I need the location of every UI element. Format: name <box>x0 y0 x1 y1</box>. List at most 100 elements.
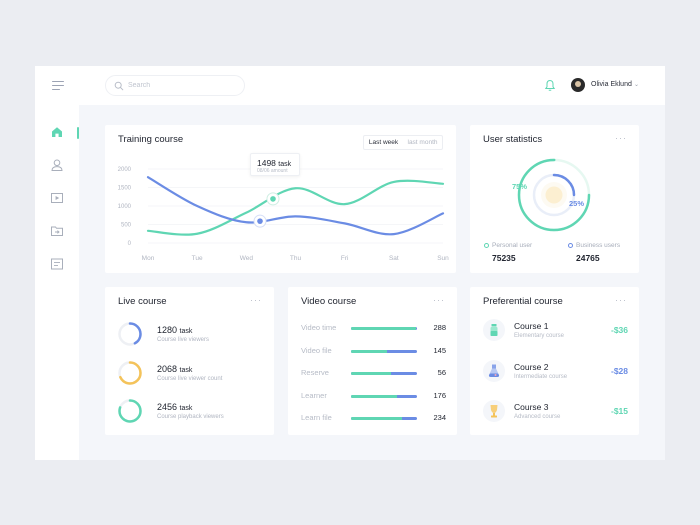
personal-legend-dot <box>484 243 489 248</box>
personal-user-value: 75235 <box>492 253 516 263</box>
course-title: Course 2 <box>514 362 549 372</box>
progress-ring <box>118 399 142 423</box>
period-toggle: Last week last month <box>363 135 443 150</box>
course-level: Advanced course <box>514 414 561 420</box>
bottle-icon <box>490 324 498 336</box>
metric-bar <box>351 417 417 420</box>
more-icon[interactable]: ··· <box>250 295 262 305</box>
secondary-point[interactable] <box>257 218 263 224</box>
task-unit: task <box>179 405 193 412</box>
x-tick-label: Tue <box>192 255 203 262</box>
task-description: Course live viewers <box>157 337 210 343</box>
x-tick-label: Fri <box>341 255 349 262</box>
ring-progress <box>118 399 142 423</box>
document-icon[interactable] <box>50 257 64 271</box>
list-item: Learner 176 <box>301 391 446 401</box>
course-discount: -$28 <box>610 366 628 376</box>
list-item[interactable]: Course 1 Elementary course -$36 <box>483 317 628 343</box>
course-level: Elementary course <box>514 333 565 339</box>
more-icon[interactable]: ··· <box>615 295 627 305</box>
tab-last-month[interactable]: last month <box>407 139 438 146</box>
search-box <box>105 75 245 96</box>
y-tick-label: 0 <box>128 241 132 247</box>
list-item: Video file 145 <box>301 346 446 356</box>
x-tick-label: Sat <box>389 255 399 262</box>
top-bar: Olivia Eklund ⌄ <box>35 66 665 105</box>
outer-ring-arc <box>517 158 591 232</box>
tooltip-value: 1498 <box>257 158 276 168</box>
card-title: Live course <box>118 296 167 307</box>
preferential-course-card: Preferential course ··· Course 1 Element… <box>470 287 639 435</box>
card-title: Preferential course <box>483 296 563 307</box>
business-user-label: Business users <box>576 242 621 249</box>
y-tick-label: 1000 <box>118 204 132 210</box>
list-item: 2456 task Course playback viewers <box>117 398 257 424</box>
progress-ring <box>118 361 142 385</box>
user-icon[interactable] <box>50 158 64 172</box>
metric-value: 145 <box>433 346 446 355</box>
task-description: Course live viewer count <box>157 376 223 382</box>
avatar[interactable] <box>571 78 585 92</box>
course-level: Intermediate course <box>514 374 568 380</box>
y-tick-label: 1500 <box>118 186 132 192</box>
bell-icon[interactable] <box>544 79 556 92</box>
series-line-2 <box>146 176 445 236</box>
metric-label: Video file <box>301 346 332 355</box>
list-item[interactable]: Course 2 Intermediate course -$28 <box>483 358 628 384</box>
course-discount: -$15 <box>610 406 628 416</box>
highlight-point[interactable] <box>270 196 276 202</box>
training-line-chart: 2000 1500 1000 500 0 Mon Tue Wed Thu Fri Sat Sun <box>118 167 450 262</box>
task-count: 2068 <box>157 364 178 374</box>
metric-label: Learn file <box>301 413 332 422</box>
user-name[interactable]: Olivia Eklund <box>591 81 632 88</box>
chevron-down-icon[interactable]: ⌄ <box>634 82 640 88</box>
metric-value: 56 <box>437 368 446 377</box>
task-description: Course playback viewers <box>157 414 224 420</box>
card-title: Training course <box>118 134 184 145</box>
metric-value: 176 <box>433 391 446 400</box>
inner-percent: 25% <box>569 199 585 208</box>
live-course-card: Live course ··· 1280 task Course live vi… <box>105 287 274 435</box>
flask-icon <box>488 364 500 377</box>
ring-progress <box>118 322 142 346</box>
list-item[interactable]: Course 3 Advanced course -$15 <box>483 398 628 424</box>
personal-user-label: Personal user <box>492 242 533 249</box>
video-icon[interactable] <box>50 191 64 205</box>
metric-label: Learner <box>301 391 327 400</box>
outer-percent: 75% <box>512 182 528 191</box>
tab-last-week[interactable]: Last week <box>368 139 399 146</box>
y-tick-label: 2000 <box>118 167 132 173</box>
series-line-1 <box>146 179 445 236</box>
ring-progress <box>118 361 142 385</box>
list-item: 1280 task Course live viewers <box>117 321 257 347</box>
more-icon[interactable]: ··· <box>433 295 445 305</box>
course-discount: -$36 <box>610 325 628 335</box>
inner-ring-arc <box>532 173 576 217</box>
video-course-card: Video course ··· Video time 288 Video fi… <box>288 287 457 435</box>
search-input[interactable] <box>128 79 238 92</box>
task-count: 2456 <box>157 402 178 412</box>
menu-icon[interactable] <box>52 81 64 91</box>
list-item: Learn file 234 <box>301 413 446 423</box>
progress-ring <box>118 322 142 346</box>
folder-icon[interactable] <box>50 224 64 238</box>
user-statistics-card: User statistics ··· 75% 25% Personal use… <box>470 125 639 273</box>
tooltip-unit: task <box>278 161 292 168</box>
active-indicator <box>77 127 79 139</box>
metric-bar <box>351 327 417 330</box>
more-icon[interactable]: ··· <box>615 133 627 143</box>
sidebar <box>35 105 79 460</box>
business-user-value: 24765 <box>576 253 600 263</box>
list-item: Video time 288 <box>301 323 446 333</box>
tooltip-sub: 08/06 amount <box>257 168 288 174</box>
business-legend-dot <box>568 243 573 248</box>
card-title: User statistics <box>483 134 543 145</box>
training-course-card: Training course Last week last month 200… <box>105 125 456 273</box>
home-icon[interactable] <box>50 125 64 139</box>
course-title: Course 3 <box>514 402 549 412</box>
y-tick-label: 500 <box>121 223 132 229</box>
x-tick-label: Mon <box>142 255 155 262</box>
list-item: 2068 task Course live viewer count <box>117 360 257 386</box>
chart-tooltip: 1498 task 08/06 amount <box>250 153 300 176</box>
metric-label: Reserve <box>301 368 329 377</box>
